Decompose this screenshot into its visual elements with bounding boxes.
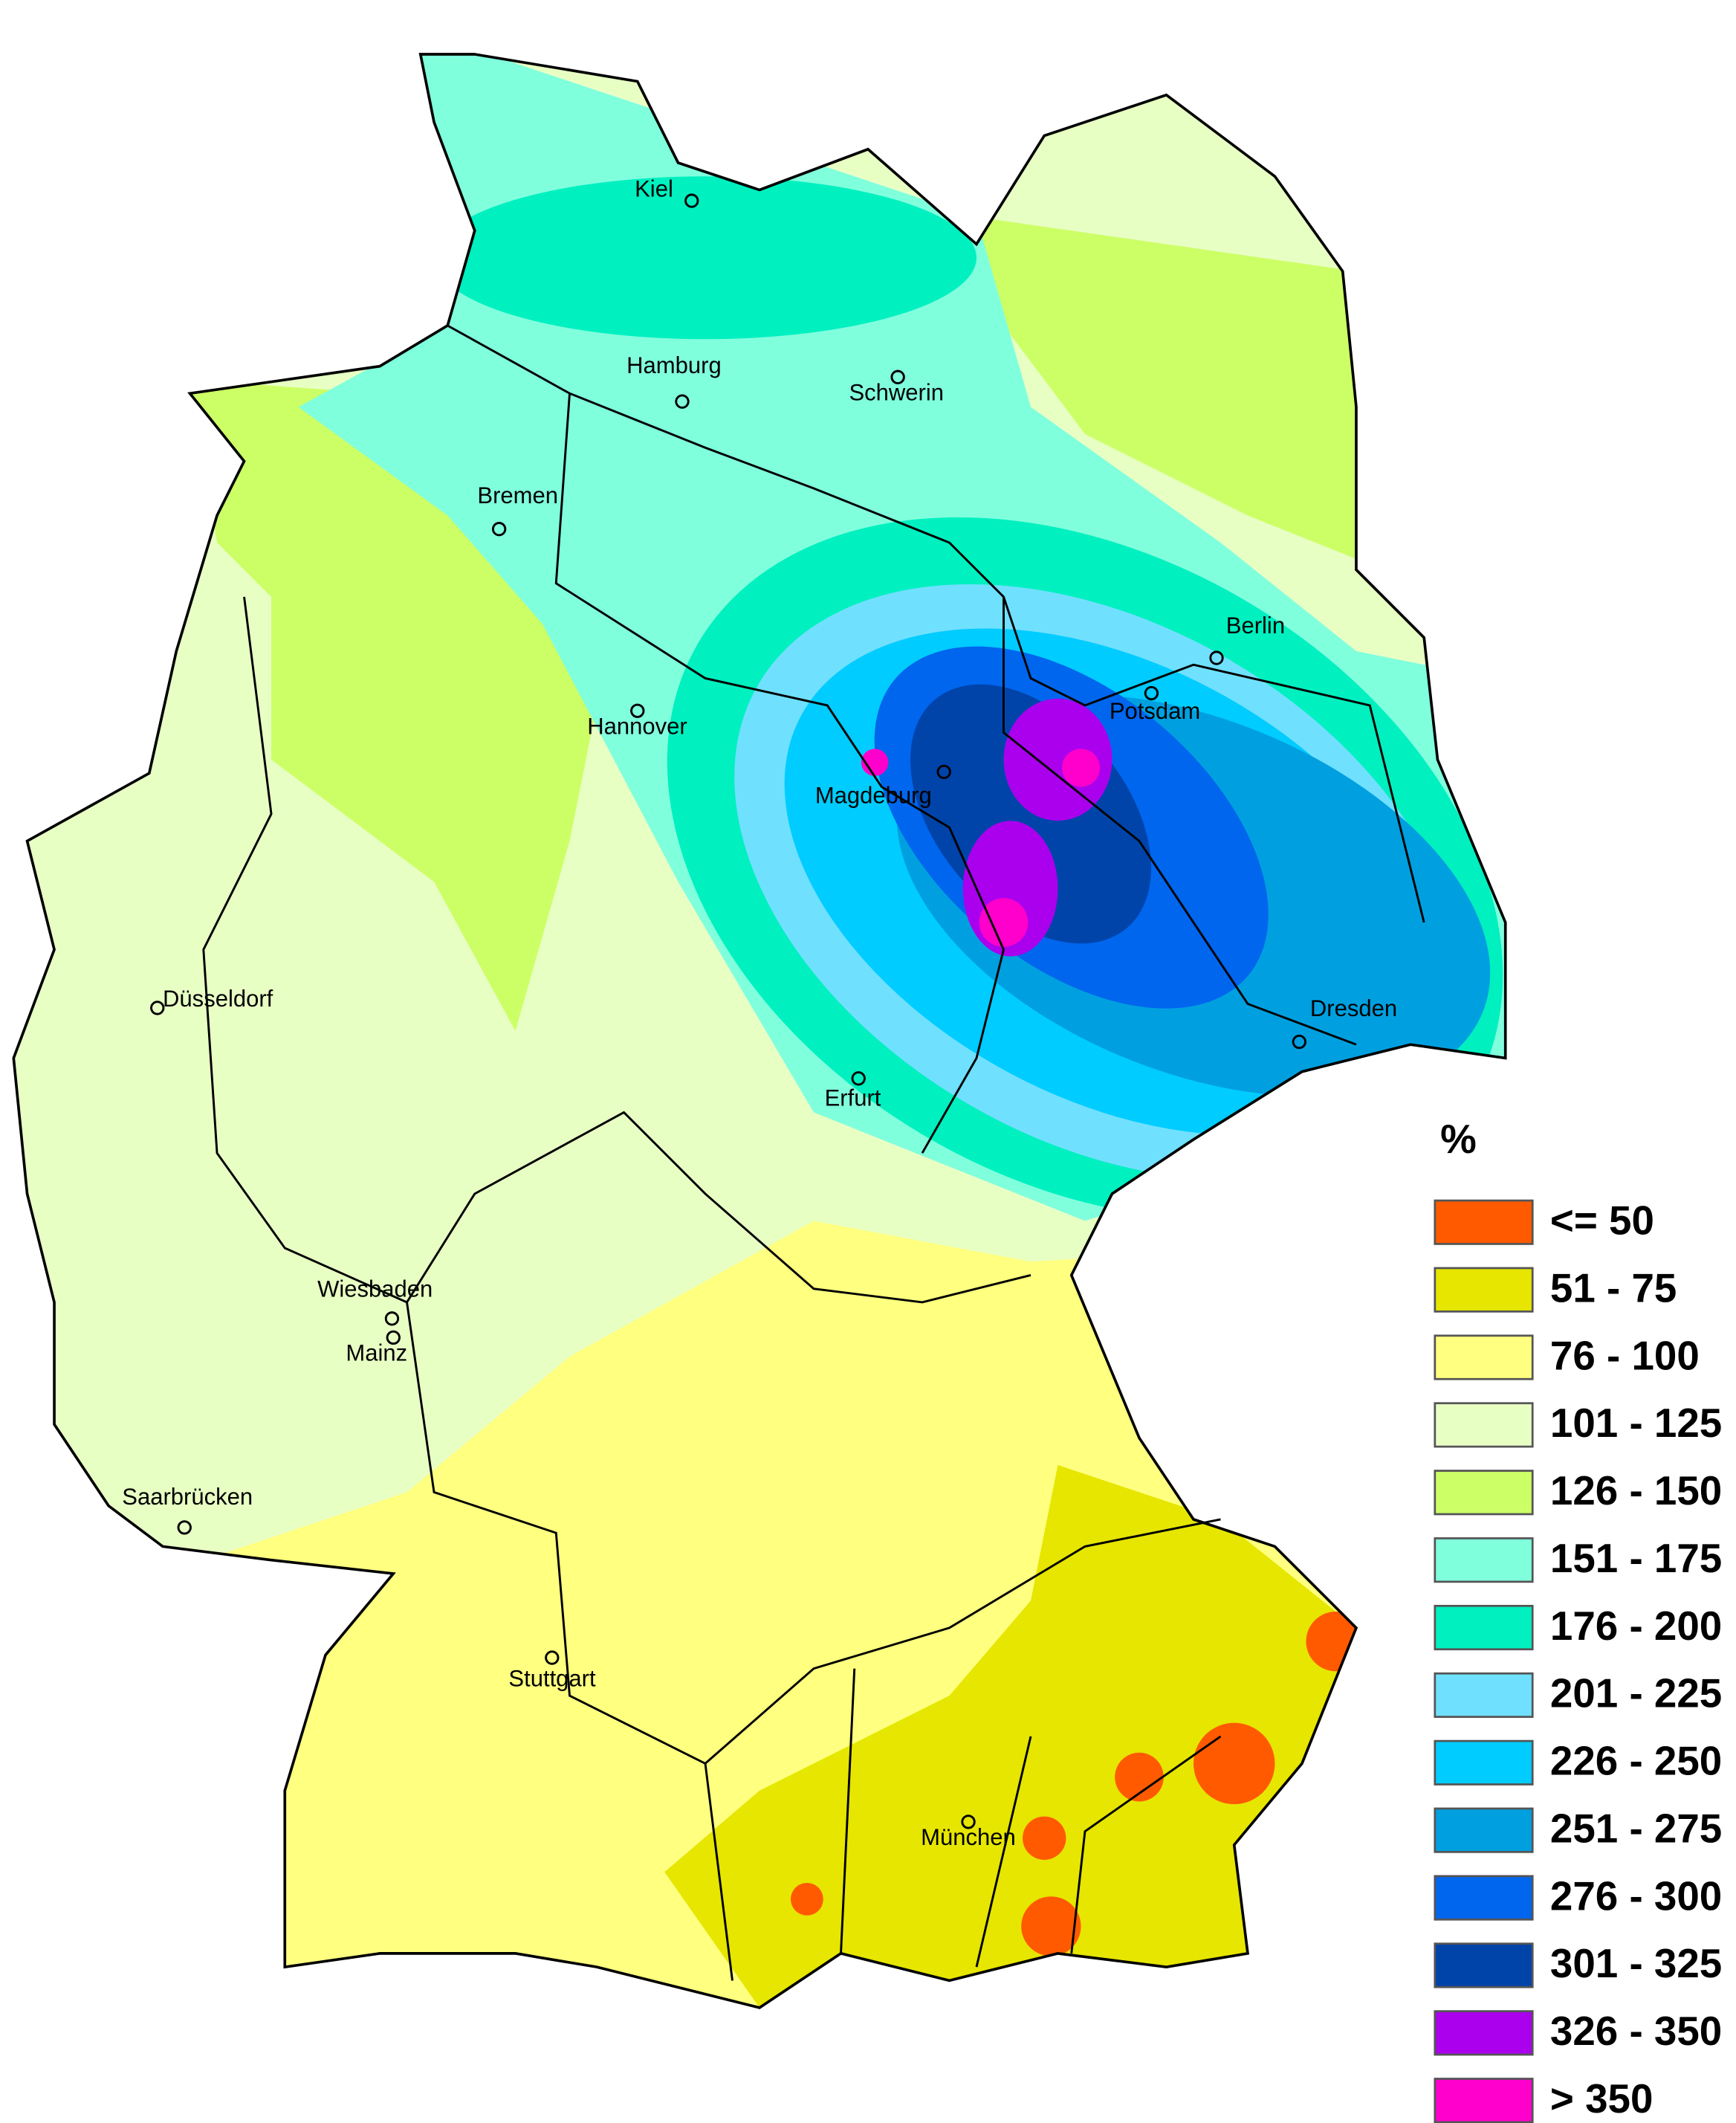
city-marker [491, 522, 507, 537]
legend-label: 176 - 200 [1550, 1603, 1722, 1649]
region [1021, 1896, 1081, 1956]
city-marker [1292, 1034, 1306, 1050]
city-label: Wiesbaden [317, 1276, 433, 1302]
city-marker [1209, 650, 1224, 665]
legend-swatch [1434, 2010, 1534, 2056]
legend-swatch [1434, 2078, 1534, 2123]
city-label: Mainz [346, 1340, 407, 1366]
city-marker [545, 1650, 560, 1665]
region [790, 1882, 823, 1916]
city-label: Potsdam [1110, 698, 1200, 724]
legend-swatch [1434, 1807, 1534, 1853]
region [1115, 1752, 1164, 1802]
state-borders [202, 324, 1425, 1981]
city-marker [684, 193, 699, 208]
legend-label: 301 - 325 [1550, 1940, 1722, 1986]
city-marker [961, 1815, 976, 1829]
city-marker [384, 1311, 400, 1326]
legend-title: % [1440, 1116, 1477, 1162]
city-label: Schwerin [849, 379, 944, 405]
city-label: Bremen [477, 482, 558, 508]
legend-label: > 350 [1550, 2075, 1654, 2122]
cities: Kiel Hamburg Schwerin Bremen Berlin Potsdam Ha… [122, 176, 1397, 1850]
city-label: München [921, 1824, 1016, 1850]
region [976, 216, 1384, 570]
legend-swatch [1434, 1875, 1534, 1921]
city-marker [936, 764, 951, 780]
legend-label: <= 50 [1550, 1198, 1654, 1244]
legend-swatch [1434, 1402, 1534, 1448]
region [861, 749, 889, 776]
city-label: Dresden [1310, 995, 1397, 1021]
region [1023, 1816, 1066, 1860]
legend-label: 201 - 225 [1550, 1670, 1722, 1716]
city-label: Hannover [587, 713, 687, 739]
city-marker [150, 1001, 165, 1015]
city-marker [177, 1520, 192, 1535]
legend-label: 76 - 100 [1550, 1332, 1700, 1378]
legend: <= 50 51 - 75 76 - 100 101 - 125 126 - 150 15… [1434, 1198, 1722, 2123]
legend-label: 226 - 250 [1550, 1738, 1722, 1784]
legend-label: 326 - 350 [1550, 2008, 1722, 2054]
city-label: Erfurt [825, 1085, 881, 1111]
legend-label: 276 - 300 [1550, 1872, 1722, 1919]
legend-label: 51 - 75 [1550, 1264, 1677, 1311]
city-label: Stuttgart [508, 1665, 596, 1691]
city-label: Hamburg [626, 352, 722, 378]
legend-swatch [1434, 1334, 1534, 1380]
legend-swatch [1434, 1739, 1534, 1786]
city-marker [851, 1071, 866, 1086]
region [1306, 1612, 1366, 1672]
region [664, 1464, 1356, 2008]
city-label: Berlin [1226, 613, 1285, 639]
city-label: Kiel [635, 176, 673, 202]
region [1193, 1722, 1275, 1805]
legend-label: 126 - 150 [1550, 1467, 1722, 1513]
city-marker [386, 1330, 401, 1345]
legend-swatch [1434, 1470, 1534, 1516]
legend-swatch [1434, 1267, 1534, 1313]
city-marker [630, 703, 645, 718]
legend-label: 251 - 275 [1550, 1805, 1722, 1851]
legend-swatch [1434, 1199, 1534, 1245]
city-marker [890, 369, 905, 384]
legend-label: 151 - 175 [1550, 1535, 1722, 1581]
city-marker [675, 394, 690, 409]
legend-swatch [1434, 1672, 1534, 1718]
city-label: Magdeburg [815, 782, 932, 808]
region [434, 176, 976, 340]
country-border [12, 53, 1507, 2009]
city-label: Düsseldorf [163, 986, 273, 1012]
city-marker [1144, 685, 1159, 701]
legend-swatch [1434, 1942, 1534, 1988]
city-label: Saarbrücken [122, 1484, 253, 1510]
legend-swatch [1434, 1604, 1534, 1651]
region [1061, 749, 1101, 787]
region [979, 898, 1029, 947]
legend-label: 101 - 125 [1550, 1400, 1722, 1446]
region [1003, 698, 1112, 821]
legend-swatch [1434, 1537, 1534, 1583]
